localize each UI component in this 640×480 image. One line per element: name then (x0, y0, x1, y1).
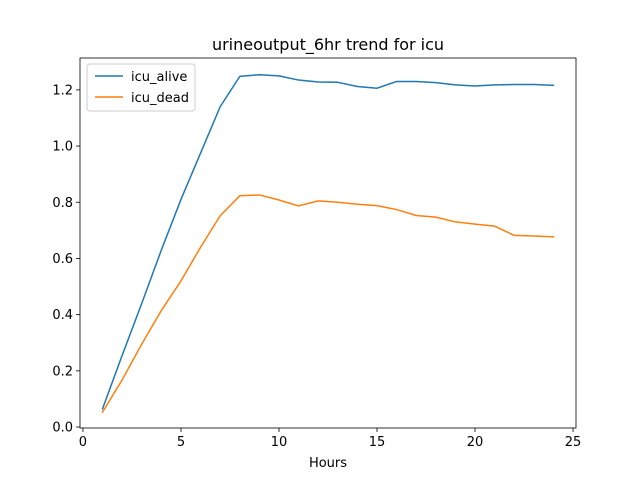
chart-title: urineoutput_6hr trend for icu (212, 35, 444, 55)
y-tick-label: 0.6 (52, 252, 73, 267)
y-axis: 0.0 0.2 0.4 0.6 0.8 1.0 1.2 (52, 83, 80, 436)
plot-area (101, 73, 555, 414)
series-line-icu-dead (101, 194, 555, 414)
series-line-icu-alive (101, 73, 555, 410)
y-tick-label: 1.2 (52, 83, 73, 98)
legend-label: icu_alive (131, 70, 187, 85)
x-tick-label: 5 (177, 435, 185, 450)
y-tick-label: 0.2 (52, 364, 73, 379)
y-tick-label: 1.0 (52, 140, 73, 155)
x-tick-label: 20 (467, 435, 484, 450)
legend: icu_alive icu_dead (86, 63, 196, 112)
x-tick-label: 15 (369, 435, 386, 450)
x-tick-label: 0 (79, 435, 87, 450)
y-tick-label: 0.8 (52, 196, 73, 211)
x-axis: 0 5 10 15 20 25 (79, 428, 582, 450)
y-tick-label: 0.4 (52, 308, 73, 323)
x-tick-label: 10 (271, 435, 288, 450)
x-axis-title: Hours (309, 456, 347, 471)
y-tick-label: 0.0 (52, 421, 73, 436)
axes-frame (79, 57, 577, 429)
x-tick-label: 25 (565, 435, 582, 450)
legend-label: icu_dead (131, 91, 189, 106)
